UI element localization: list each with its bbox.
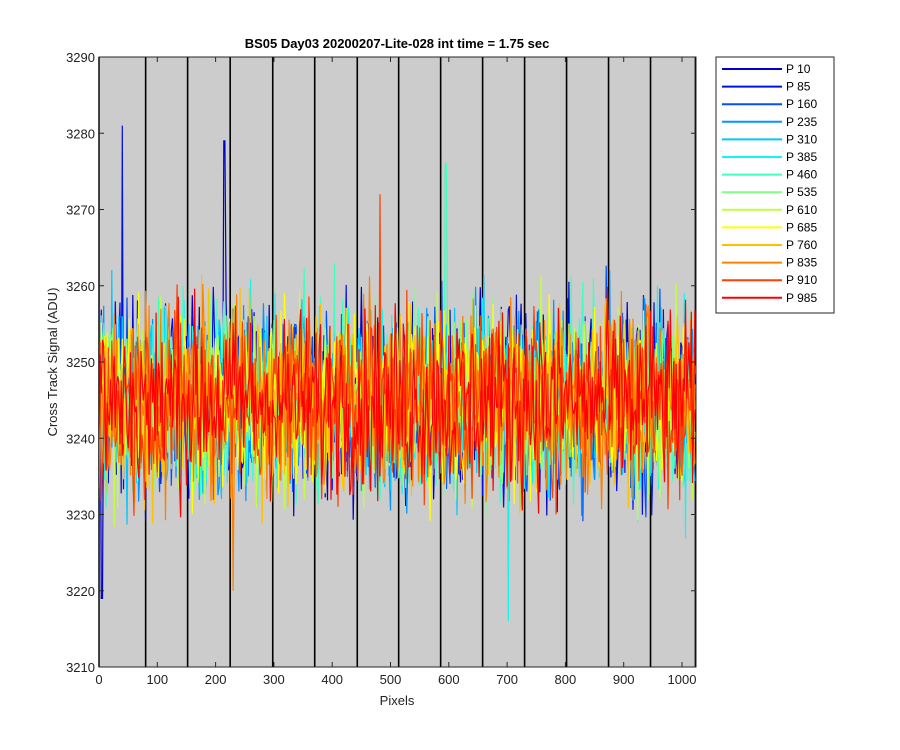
x-tick-label-6: 600 <box>438 672 460 687</box>
legend-label: P 235 <box>786 115 817 129</box>
legend-item: P 310 <box>722 132 817 146</box>
legend-label: P 685 <box>786 220 817 234</box>
y-tick-label-5: 3260 <box>66 279 95 294</box>
legend-box <box>715 56 835 314</box>
legend-label: P 535 <box>786 185 817 199</box>
y-tick-label-1: 3220 <box>66 584 95 599</box>
x-tick-label-0: 0 <box>95 672 102 687</box>
legend-label: P 10 <box>786 62 811 76</box>
x-tick-label-8: 800 <box>555 672 577 687</box>
legend: P 10 P 85 P 160 P 235 P 310 P 385 P 460 P 535 P … <box>715 56 835 314</box>
legend-item: P 160 <box>722 97 817 111</box>
legend-item: P 610 <box>722 203 817 217</box>
legend-label: P 460 <box>786 168 817 182</box>
legend-label: P 760 <box>786 238 817 252</box>
y-tick-label-2: 3230 <box>66 508 95 523</box>
legend-label: P 910 <box>786 273 817 287</box>
y-axis: 3210 3220 3230 3240 3250 3260 3270 3280 3290 <box>66 50 696 675</box>
legend-label: P 310 <box>786 132 817 146</box>
legend-item: P 760 <box>722 238 817 252</box>
x-tick-label-10: 1000 <box>668 672 697 687</box>
legend-item: P 10 <box>722 62 811 76</box>
x-tick-label-5: 500 <box>380 672 402 687</box>
y-tick-label-0: 3210 <box>66 660 95 675</box>
legend-label: P 835 <box>786 256 817 270</box>
y-tick-label-3: 3240 <box>66 431 95 446</box>
legend-item: P 910 <box>722 273 817 287</box>
x-tick-label-3: 300 <box>263 672 285 687</box>
legend-item: P 235 <box>722 115 817 129</box>
legend-item: P 535 <box>722 185 817 199</box>
x-tick-label-7: 700 <box>496 672 518 687</box>
legend-item: P 385 <box>722 150 817 164</box>
y-axis-label: Cross Track Signal (ADU) <box>45 288 60 437</box>
legend-item: P 835 <box>722 256 817 270</box>
x-axis: 0 100 200 300 400 500 600 700 800 900 1000 <box>95 57 696 687</box>
series-line-p-910 <box>98 194 696 516</box>
chart-title: BS05 Day03 20200207-Lite-028 int time = … <box>245 36 550 51</box>
x-axis-label: Pixels <box>380 693 415 708</box>
legend-label: P 385 <box>786 150 817 164</box>
x-tick-label-9: 900 <box>613 672 635 687</box>
legend-item: P 85 <box>722 80 811 94</box>
y-tick-label-7: 3280 <box>66 126 95 141</box>
legend-label: P 610 <box>786 203 817 217</box>
y-tick-label-8: 3290 <box>66 50 95 65</box>
legend-label: P 85 <box>786 80 811 94</box>
series-line-p-985 <box>98 286 696 518</box>
x-tick-label-4: 400 <box>321 672 343 687</box>
legend-label: P 985 <box>786 291 817 305</box>
legend-item: P 985 <box>722 291 817 305</box>
x-tick-label-1: 100 <box>146 672 168 687</box>
legend-item: P 685 <box>722 220 817 234</box>
series-layer <box>98 125 696 622</box>
legend-label: P 160 <box>786 97 817 111</box>
y-tick-label-4: 3250 <box>66 355 95 370</box>
legend-item: P 460 <box>722 168 817 182</box>
x-tick-label-2: 200 <box>205 672 227 687</box>
y-tick-label-6: 3270 <box>66 203 95 218</box>
